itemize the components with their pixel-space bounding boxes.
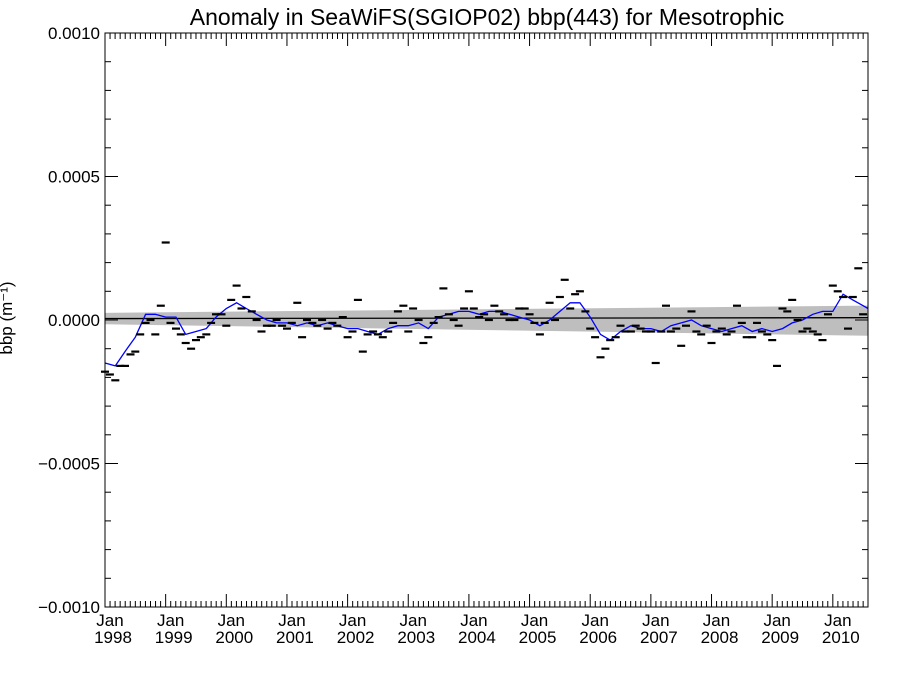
y-tick-label: 0.0000 — [48, 311, 100, 330]
trend-layer — [104, 317, 869, 320]
y-ticks: 0.0010 0.0005 0.0000 −0.0005 −0.0010 — [38, 24, 868, 617]
x-tick-month-label: Jan — [218, 611, 245, 630]
x-tick-month-label: Jan — [157, 611, 184, 630]
x-tick-month-label: Jan — [339, 611, 366, 630]
x-tick-month-label: Jan — [460, 611, 487, 630]
y-tick-label: −0.0005 — [38, 455, 100, 474]
anomaly-markers-layer — [101, 241, 868, 382]
x-tick-year-label: 2001 — [276, 628, 314, 647]
x-tick-month-label: Jan — [703, 611, 730, 630]
smoothed-line — [104, 293, 869, 367]
x-tick-month-label: Jan — [582, 611, 609, 630]
x-tick-year-label: 2000 — [215, 628, 253, 647]
y-axis-label: bbp (m⁻¹) — [0, 281, 16, 354]
x-tick-year-label: 1998 — [94, 628, 132, 647]
x-tick-month-label: Jan — [96, 611, 123, 630]
x-tick-year-label: 2002 — [337, 628, 375, 647]
x-tick-month-label: Jan — [763, 611, 790, 630]
x-tick-month-label: Jan — [824, 611, 851, 630]
x-tick-year-label: 1999 — [155, 628, 193, 647]
x-tick-year-label: 2009 — [761, 628, 799, 647]
x-tick-year-label: 2008 — [701, 628, 739, 647]
x-tick-year-label: 2003 — [397, 628, 435, 647]
x-tick-month-label: Jan — [521, 611, 548, 630]
chart-title: Anomaly in SeaWiFS(SGIOP02) bbp(443) for… — [190, 4, 784, 30]
x-tick-month-label: Jan — [400, 611, 427, 630]
x-tick-year-label: 2005 — [519, 628, 557, 647]
x-ticks: Jan1998Jan1999Jan2000Jan2001Jan2002Jan20… — [94, 33, 864, 647]
x-tick-year-label: 2007 — [640, 628, 678, 647]
x-tick-year-label: 2010 — [822, 628, 860, 647]
y-tick-label: 0.0005 — [48, 168, 100, 187]
smoothed-line-layer — [104, 293, 869, 367]
x-tick-year-label: 2006 — [579, 628, 617, 647]
trend-line — [104, 317, 869, 320]
y-tick-label: 0.0010 — [48, 24, 100, 43]
x-tick-month-label: Jan — [642, 611, 669, 630]
x-tick-month-label: Jan — [278, 611, 305, 630]
y-tick-label: −0.0010 — [38, 598, 100, 617]
x-tick-year-label: 2004 — [458, 628, 496, 647]
